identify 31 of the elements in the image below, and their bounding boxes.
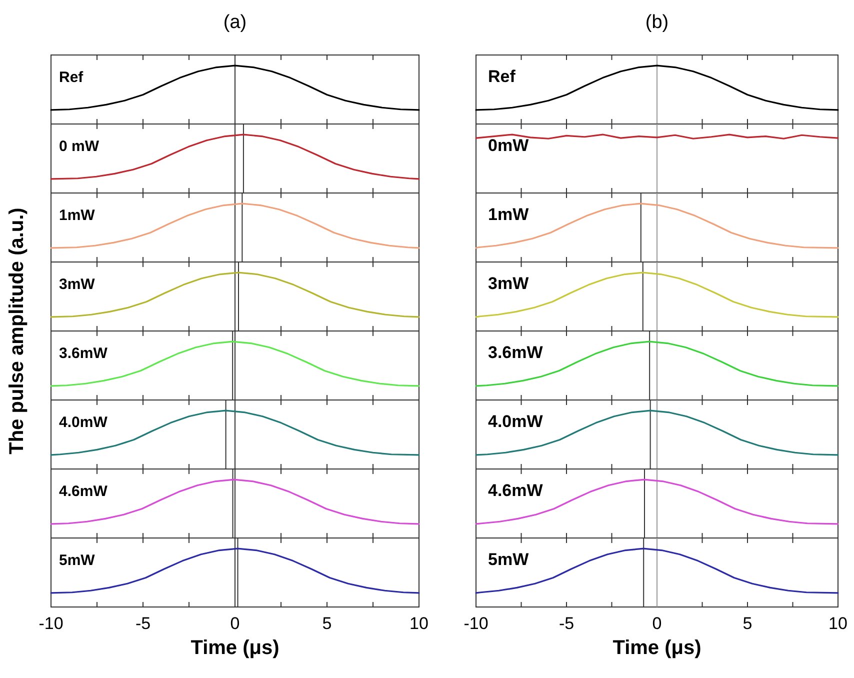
- x-tick-label: 0: [652, 614, 662, 633]
- series-label: 4.0mW: [59, 414, 108, 431]
- series-label: 4.0mW: [488, 412, 544, 431]
- series-label: 5mW: [488, 550, 530, 569]
- x-tick-label: -10: [464, 614, 488, 633]
- series-label: 3mW: [488, 274, 530, 293]
- series-label: 1mW: [59, 207, 96, 224]
- series-label: Ref: [488, 67, 516, 86]
- x-axis-title: Time (μs): [612, 637, 702, 659]
- x-tick-label: -10: [38, 614, 64, 633]
- x-tick-label: -5: [135, 614, 151, 633]
- x-tick-label: 5: [742, 614, 752, 633]
- series-label: 3mW: [59, 276, 96, 293]
- series-label: Ref: [59, 69, 84, 86]
- series-label: 1mW: [488, 205, 530, 224]
- y-axis-title: The pulse amplitude (a.u.): [6, 208, 28, 454]
- x-tick-label: 5: [322, 614, 332, 633]
- series-label: 0 mW: [59, 138, 100, 155]
- series-label: 0mW: [488, 136, 530, 155]
- series-label: 4.6mW: [488, 481, 544, 500]
- series-label: 5mW: [59, 552, 96, 569]
- series-label: 3.6mW: [59, 345, 108, 362]
- x-tick-label: -5: [558, 614, 574, 633]
- x-tick-label: 10: [410, 614, 428, 633]
- chart-title: (b): [645, 12, 669, 33]
- chart-title: (a): [223, 12, 247, 33]
- x-axis-title: Time (μs): [190, 637, 280, 659]
- x-tick-label: 10: [828, 614, 848, 633]
- series-label: 4.6mW: [59, 483, 108, 500]
- series-label: 3.6mW: [488, 343, 544, 362]
- x-tick-label: 0: [230, 614, 240, 633]
